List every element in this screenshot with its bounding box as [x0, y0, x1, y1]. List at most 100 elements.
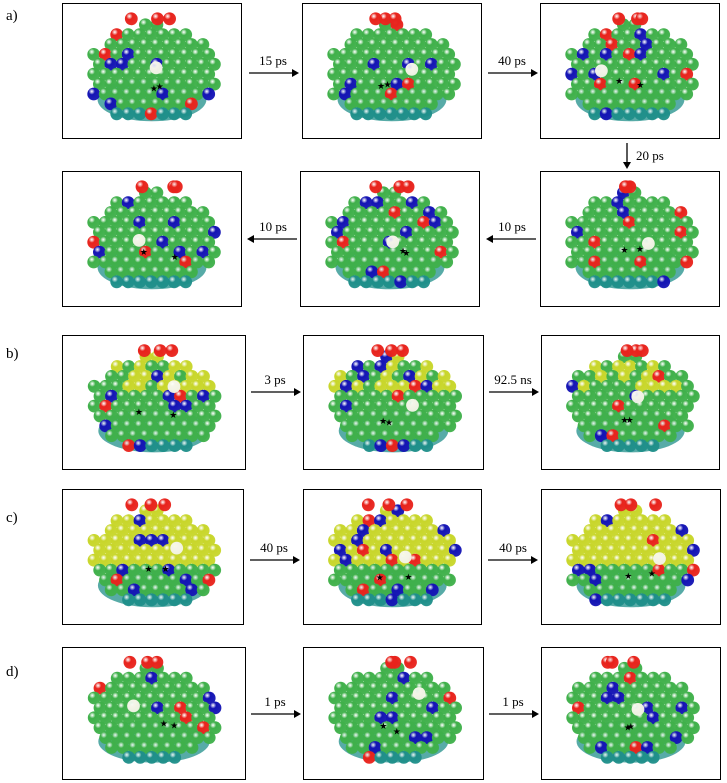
atom [133, 379, 147, 393]
atom [582, 77, 596, 91]
atom [657, 107, 671, 121]
atom [623, 360, 637, 373]
atom [397, 534, 410, 547]
atom [571, 409, 585, 423]
atom [589, 399, 602, 413]
atom [397, 360, 411, 373]
atom [397, 439, 411, 452]
atom [657, 28, 671, 42]
atom [345, 721, 359, 735]
atom [583, 524, 597, 537]
arrow-left-icon [486, 235, 536, 243]
atom [185, 225, 198, 239]
atom [588, 107, 602, 121]
vacancy [398, 550, 412, 564]
atom [384, 48, 398, 61]
atom [428, 235, 442, 249]
atom [93, 681, 107, 695]
atom [425, 543, 439, 557]
atom [150, 655, 164, 669]
atom [618, 563, 631, 577]
atom [565, 48, 579, 61]
atom [110, 671, 124, 685]
atom [686, 389, 700, 403]
atom [167, 87, 181, 101]
atom [646, 534, 660, 547]
atom [144, 235, 158, 249]
atom [628, 245, 642, 259]
atom [110, 48, 124, 61]
atom [628, 77, 642, 91]
atom [190, 255, 204, 269]
atom [150, 583, 164, 597]
star-marker: ★ [621, 416, 629, 426]
atom [127, 543, 141, 557]
atom [369, 12, 383, 26]
atom [121, 275, 135, 289]
atom [589, 419, 602, 433]
atom [179, 711, 193, 725]
atom [116, 370, 130, 383]
atom [133, 534, 147, 547]
atom [98, 235, 112, 249]
star-marker: ★ [636, 245, 644, 255]
atom [646, 731, 660, 744]
atom [651, 77, 665, 91]
arrow-right-icon [251, 388, 301, 396]
atom [576, 216, 590, 229]
atom [361, 28, 375, 42]
atom [595, 721, 608, 735]
atom [681, 399, 694, 413]
atom [623, 593, 637, 607]
atom [394, 275, 408, 289]
atom [121, 28, 135, 42]
atom [104, 265, 118, 279]
atom [600, 439, 614, 452]
cluster-image: ★★ [87, 498, 222, 608]
atom [402, 38, 415, 51]
cluster-image: ★★ [87, 655, 222, 764]
atom [361, 87, 375, 101]
atom [675, 409, 689, 423]
atom [104, 38, 118, 51]
atom [618, 661, 631, 675]
atom [437, 701, 451, 715]
atom [658, 573, 672, 587]
atom [645, 67, 659, 81]
atom [663, 225, 676, 239]
cluster-image: ★★ [328, 498, 462, 608]
atom [202, 534, 216, 547]
atom [185, 370, 199, 383]
atom [599, 196, 613, 210]
atom [419, 87, 433, 101]
atom [334, 409, 347, 423]
atom [426, 701, 439, 715]
atom [605, 38, 619, 51]
atom [407, 28, 421, 42]
atom [583, 583, 597, 597]
atom [629, 741, 643, 754]
atom [617, 77, 630, 91]
atom [388, 12, 402, 26]
atom [634, 196, 648, 210]
atom [345, 524, 359, 537]
atom [436, 57, 450, 71]
atom [620, 344, 634, 357]
atom [436, 38, 450, 51]
atom [365, 225, 379, 239]
atom [686, 245, 699, 259]
atom [141, 655, 154, 669]
atom [156, 439, 170, 452]
atom [594, 77, 607, 91]
vacancy [167, 380, 181, 393]
atom [443, 731, 457, 744]
atom [635, 593, 649, 607]
atom [151, 370, 164, 383]
atom [208, 77, 221, 91]
atom [658, 534, 672, 547]
atom [156, 534, 170, 547]
atom [623, 731, 637, 744]
atom [611, 87, 625, 101]
atom [202, 691, 216, 705]
atom [123, 655, 137, 669]
